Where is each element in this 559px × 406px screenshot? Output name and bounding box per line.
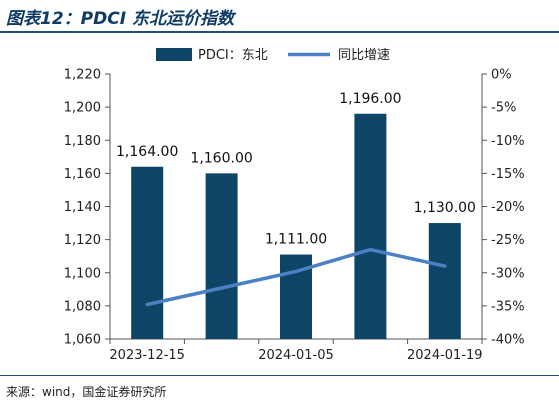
- legend-label-line: 同比增速: [338, 48, 390, 63]
- y-right-tick-label: -35%: [491, 299, 525, 314]
- line-series: [145, 247, 447, 307]
- bar-series: [131, 113, 461, 339]
- legend-swatch-bar: [156, 48, 192, 61]
- y-right-tick-label: -5%: [491, 101, 516, 116]
- bar-value-label: 1,130.00: [414, 200, 476, 216]
- y-axis-left: 1,060 1,080 1,100 1,120 1,140 1,160 1,180 1,200…: [64, 68, 111, 348]
- x-axis: 2023-12-15 2024-01-05 2024-01-19: [109, 338, 483, 363]
- y-left-tick-label: 1,180: [64, 134, 101, 149]
- y-right-tick-label: -15%: [491, 167, 525, 182]
- y-left-tick-label: 1,100: [64, 266, 101, 281]
- bar: [428, 223, 461, 339]
- title-rule: [0, 31, 559, 33]
- bar: [354, 113, 387, 339]
- x-tick-label: 2023-12-15: [109, 348, 185, 363]
- x-tick-label: 2024-01-05: [258, 348, 334, 363]
- bar-value-label: 1,196.00: [339, 91, 401, 107]
- source-note: 来源：wind，国金证券研究所: [6, 385, 167, 399]
- y-left-tick-label: 1,200: [64, 101, 101, 116]
- y-left-tick-label: 1,140: [64, 200, 101, 215]
- y-right-tick-label: -10%: [491, 134, 525, 149]
- source-rule: [0, 375, 559, 376]
- bar: [205, 173, 238, 339]
- bar-value-label: 1,160.00: [190, 150, 252, 166]
- y-left-tick-label: 1,080: [64, 299, 101, 314]
- y-right-tick-label: -20%: [491, 200, 525, 215]
- legend: PDCI：东北 同比增速: [156, 48, 390, 63]
- yoy-growth-line: [145, 247, 447, 307]
- legend-label-bar: PDCI：东北: [198, 48, 268, 63]
- y-left-tick-label: 1,160: [64, 167, 101, 182]
- x-tick-label: 2024-01-19: [407, 348, 483, 363]
- chart-title: 图表12：PDCI 东北运价指数: [6, 9, 234, 29]
- y-left-tick-label: 1,060: [64, 333, 101, 348]
- y-right-tick-label: -40%: [491, 333, 525, 348]
- y-axis-right: -40% -35% -30% -25% -20% -15% -10% -5% 0%: [481, 68, 525, 348]
- data-labels: 1,164.00 1,160.00 1,111.00 1,196.00 1,130.00: [116, 91, 476, 248]
- y-left-tick-label: 1,120: [64, 233, 101, 248]
- bar: [131, 166, 164, 339]
- combo-chart: PDCI：东北 同比增速 1,060 1,080 1,100 1,120 1,140 1,1…: [64, 48, 525, 363]
- y-right-tick-label: -25%: [491, 233, 525, 248]
- bar-value-label: 1,164.00: [116, 144, 178, 160]
- y-left-tick-label: 1,220: [64, 68, 101, 83]
- y-right-tick-label: -30%: [491, 266, 525, 281]
- y-right-tick-label: 0%: [491, 68, 512, 83]
- bar-value-label: 1,111.00: [265, 232, 327, 248]
